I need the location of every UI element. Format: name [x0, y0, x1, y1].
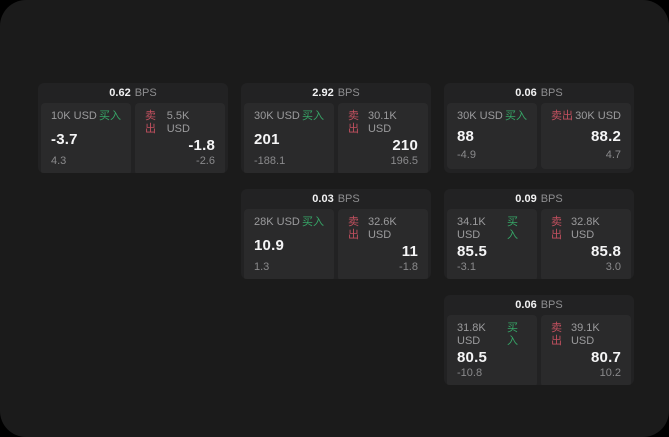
quote-grid: 0.62 BPS 10K USD 买入 -3.7 4.3 卖出 5.5K USD	[38, 83, 634, 385]
quote-card: 0.06 BPS 31.8K USD 买入 80.5 -10.8 卖出 39.1…	[444, 295, 634, 385]
sell-tile[interactable]: 卖出 39.1K USD 80.7 10.2	[541, 315, 631, 385]
card-header: 0.62 BPS	[38, 83, 228, 103]
bps-unit-label: BPS	[540, 87, 563, 99]
buy-amount: 31.8K USD	[457, 322, 486, 347]
sell-side-label: 卖出	[348, 216, 359, 241]
sell-price: 210	[392, 137, 418, 154]
sell-amount: 32.8K USD	[570, 216, 600, 241]
buy-side-label: 买入	[507, 322, 519, 347]
buy-side-label: 买入	[302, 110, 324, 122]
sell-sub-value: 3.0	[605, 261, 621, 273]
bps-value: 0.09	[515, 193, 537, 205]
bps-value: 0.06	[515, 87, 537, 99]
bps-value: 2.92	[312, 87, 334, 99]
buy-amount: 30K USD	[254, 110, 300, 122]
bps-unit-label: BPS	[540, 299, 563, 311]
sell-amount: 39.1K USD	[570, 322, 600, 347]
bps-unit-label: BPS	[134, 87, 157, 99]
sell-price: 85.8	[591, 243, 621, 260]
sell-tile[interactable]: 卖出 5.5K USD -1.8 -2.6	[135, 103, 225, 173]
sell-price: -1.8	[188, 137, 215, 154]
buy-price: 80.5	[457, 349, 487, 366]
bps-value: 0.03	[312, 193, 334, 205]
buy-amount: 34.1K USD	[457, 216, 486, 241]
sell-tile[interactable]: 卖出 30.1K USD 210 196.5	[338, 103, 428, 173]
quote-card: 0.09 BPS 34.1K USD 买入 85.5 -3.1 卖出 32.8K…	[444, 189, 634, 279]
buy-side-label: 买入	[302, 216, 324, 228]
buy-price: 85.5	[457, 243, 487, 260]
buy-tile[interactable]: 28K USD 买入 10.9 1.3	[244, 209, 334, 279]
bps-unit-label: BPS	[337, 87, 360, 99]
buy-tile[interactable]: 10K USD 买入 -3.7 4.3	[41, 103, 131, 173]
sell-price: 80.7	[591, 349, 621, 366]
buy-amount: 10K USD	[51, 110, 97, 122]
sell-tile[interactable]: 卖出 30K USD 88.2 4.7	[541, 103, 631, 169]
buy-sub-value: -188.1	[254, 155, 286, 167]
buy-sub-value: -10.8	[457, 367, 483, 379]
sell-amount: 30.1K USD	[367, 110, 397, 135]
sell-amount: 30K USD	[575, 110, 621, 122]
sell-tile[interactable]: 卖出 32.6K USD 11 -1.8	[338, 209, 428, 279]
buy-sub-value: 1.3	[254, 261, 270, 273]
buy-price: 10.9	[254, 236, 284, 254]
sell-side-label: 卖出	[551, 322, 562, 347]
sell-sub-value: -1.8	[399, 261, 418, 273]
buy-side-label: 买入	[507, 216, 519, 241]
sell-amount: 5.5K USD	[166, 110, 190, 135]
bps-unit-label: BPS	[337, 193, 360, 205]
sell-amount: 32.6K USD	[367, 216, 397, 241]
sell-side-label: 卖出	[551, 216, 562, 241]
sell-sub-value: 4.7	[605, 149, 621, 161]
bps-value: 0.06	[515, 299, 537, 311]
card-header: 0.06 BPS	[444, 295, 634, 315]
buy-tile[interactable]: 30K USD 买入 88 -4.9	[447, 103, 537, 169]
buy-amount: 30K USD	[457, 110, 503, 122]
bps-unit-label: BPS	[540, 193, 563, 205]
bps-value: 0.62	[109, 87, 131, 99]
sell-side-label: 卖出	[145, 110, 156, 135]
quote-card: 0.03 BPS 28K USD 买入 10.9 1.3 卖出 32.6K US…	[241, 189, 431, 279]
sell-tile[interactable]: 卖出 32.8K USD 85.8 3.0	[541, 209, 631, 279]
card-header: 2.92 BPS	[241, 83, 431, 103]
buy-side-label: 买入	[99, 110, 121, 122]
sell-side-label: 卖出	[348, 110, 359, 135]
buy-side-label: 买入	[505, 110, 527, 122]
sell-sub-value: -2.6	[196, 155, 215, 167]
quote-card: 2.92 BPS 30K USD 买入 201 -188.1 卖出 30.1K …	[241, 83, 431, 173]
sell-sub-value: 10.2	[599, 367, 621, 379]
card-header: 0.09 BPS	[444, 189, 634, 209]
sell-sub-value: 196.5	[390, 155, 418, 167]
buy-price: 201	[254, 130, 280, 148]
buy-amount: 28K USD	[254, 216, 300, 228]
sell-price: 88.2	[591, 127, 621, 145]
buy-sub-value: -4.9	[457, 149, 476, 161]
buy-tile[interactable]: 34.1K USD 买入 85.5 -3.1	[447, 209, 537, 279]
sell-price: 11	[401, 243, 418, 260]
card-header: 0.06 BPS	[444, 83, 634, 103]
buy-sub-value: -3.1	[457, 261, 476, 273]
quote-card: 0.06 BPS 30K USD 买入 88 -4.9 卖出 30K USD	[444, 83, 634, 173]
sell-side-label: 卖出	[551, 110, 573, 122]
quote-card: 0.62 BPS 10K USD 买入 -3.7 4.3 卖出 5.5K USD	[38, 83, 228, 173]
buy-price: 88	[457, 127, 475, 145]
buy-price: -3.7	[51, 130, 78, 148]
card-header: 0.03 BPS	[241, 189, 431, 209]
buy-tile[interactable]: 30K USD 买入 201 -188.1	[244, 103, 334, 173]
buy-tile[interactable]: 31.8K USD 买入 80.5 -10.8	[447, 315, 537, 385]
buy-sub-value: 4.3	[51, 155, 67, 167]
